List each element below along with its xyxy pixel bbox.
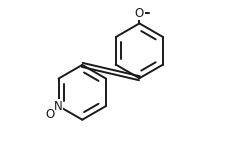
Text: O: O (46, 108, 55, 121)
Text: N: N (54, 100, 63, 112)
Text: O: O (135, 7, 144, 20)
